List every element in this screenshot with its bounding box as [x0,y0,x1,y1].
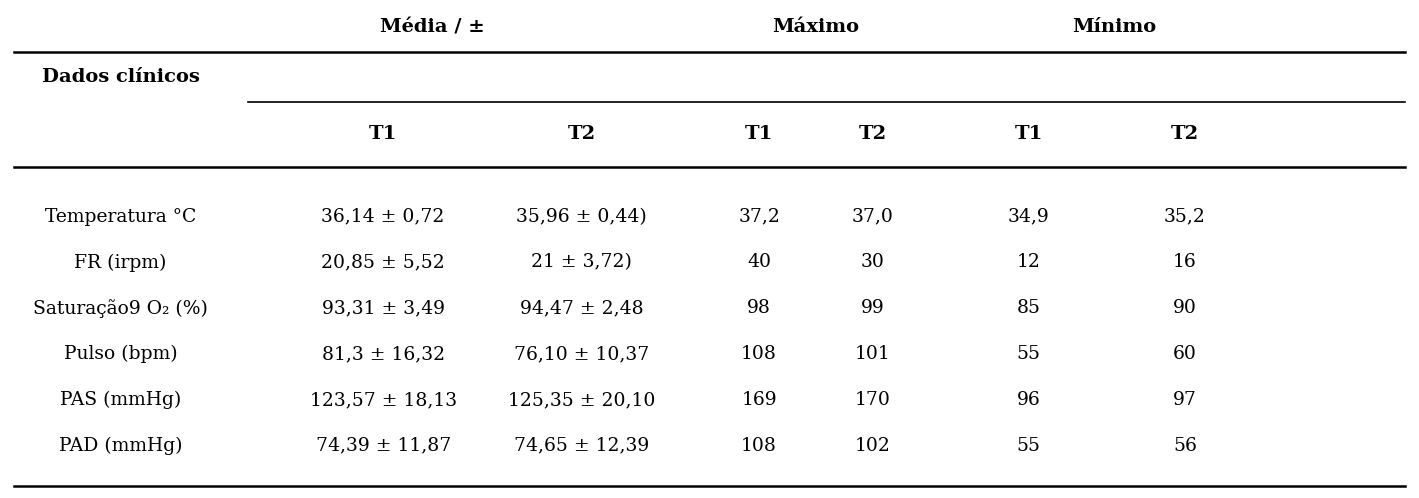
Text: T1: T1 [745,125,773,143]
Text: 81,3 ± 16,32: 81,3 ± 16,32 [322,345,444,363]
Text: 16: 16 [1174,253,1196,271]
Text: 35,2: 35,2 [1164,208,1206,226]
Text: Saturação9 O₂ (%): Saturação9 O₂ (%) [33,299,209,318]
Text: T2: T2 [858,125,887,143]
Text: 36,14 ± 0,72: 36,14 ± 0,72 [322,208,444,226]
Text: 101: 101 [854,345,891,363]
Text: 60: 60 [1174,345,1196,363]
Text: 37,2: 37,2 [738,208,780,226]
Text: 123,57 ± 18,13: 123,57 ± 18,13 [309,391,457,409]
Text: 34,9: 34,9 [1007,208,1050,226]
Text: 170: 170 [854,391,891,409]
Text: T1: T1 [369,125,397,143]
Text: 102: 102 [854,437,891,455]
Text: 21 ± 3,72): 21 ± 3,72) [531,253,633,271]
Text: 96: 96 [1017,391,1040,409]
Text: 99: 99 [861,299,884,317]
Text: 74,39 ± 11,87: 74,39 ± 11,87 [315,437,451,455]
Text: T2: T2 [1171,125,1199,143]
Text: 20,85 ± 5,52: 20,85 ± 5,52 [321,253,446,271]
Text: 98: 98 [748,299,771,317]
Text: 56: 56 [1174,437,1196,455]
Text: 108: 108 [741,345,778,363]
Text: 74,65 ± 12,39: 74,65 ± 12,39 [514,437,650,455]
Text: Mínimo: Mínimo [1071,18,1156,36]
Text: T2: T2 [568,125,596,143]
Text: 169: 169 [741,391,778,409]
Text: 55: 55 [1017,437,1040,455]
Text: Dados clínicos: Dados clínicos [41,68,200,86]
Text: Média / ±: Média / ± [380,18,485,36]
Text: Temperatura °C: Temperatura °C [45,208,196,226]
Text: 97: 97 [1174,391,1196,409]
Text: PAD (mmHg): PAD (mmHg) [58,437,183,455]
Text: 94,47 ± 2,48: 94,47 ± 2,48 [519,299,644,317]
Text: 35,96 ± 0,44): 35,96 ± 0,44) [517,208,647,226]
Text: 125,35 ± 20,10: 125,35 ± 20,10 [508,391,656,409]
Text: 37,0: 37,0 [851,208,894,226]
Text: 40: 40 [748,253,771,271]
Text: 93,31 ± 3,49: 93,31 ± 3,49 [322,299,444,317]
Text: FR (irpm): FR (irpm) [74,253,167,271]
Text: 90: 90 [1174,299,1196,317]
Text: 85: 85 [1017,299,1040,317]
Text: 108: 108 [741,437,778,455]
Text: 30: 30 [861,253,884,271]
Text: T1: T1 [1015,125,1043,143]
Text: 12: 12 [1017,253,1040,271]
Text: 76,10 ± 10,37: 76,10 ± 10,37 [514,345,650,363]
Text: PAS (mmHg): PAS (mmHg) [60,391,182,409]
Text: Máximo: Máximo [772,18,860,36]
Text: 55: 55 [1017,345,1040,363]
Text: Pulso (bpm): Pulso (bpm) [64,345,177,363]
